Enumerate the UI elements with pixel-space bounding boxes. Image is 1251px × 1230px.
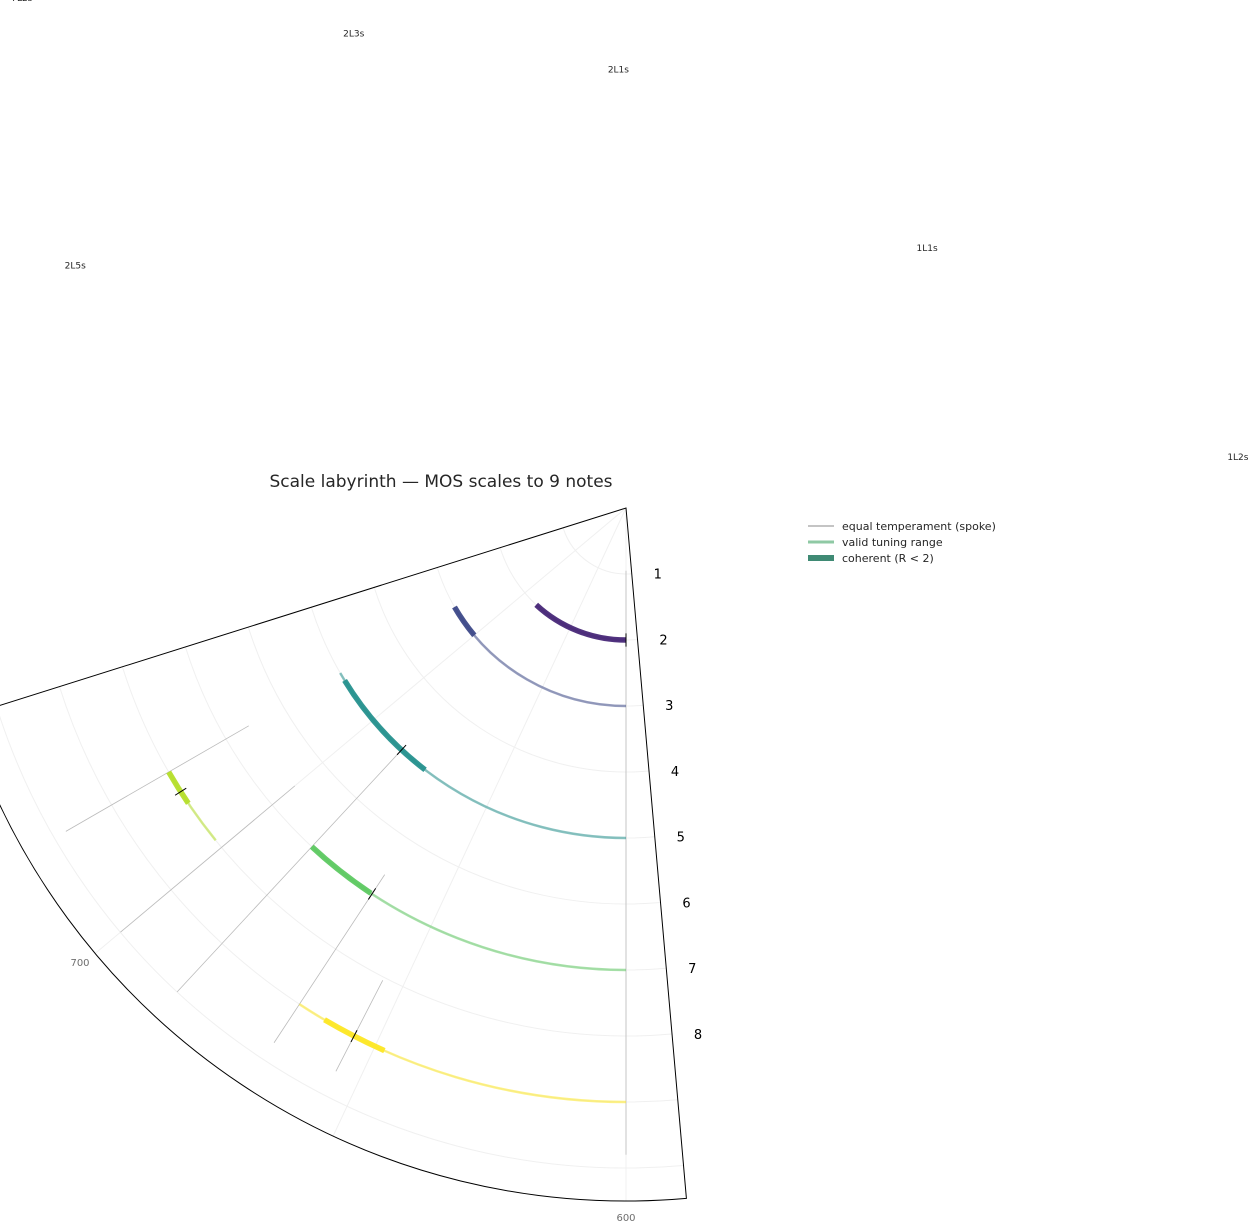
wedge-outline [0, 507, 687, 1202]
mos-label: 2L1s [608, 66, 629, 76]
grid-ring [247, 626, 661, 905]
grid-ring [562, 527, 632, 575]
et-marker [367, 888, 377, 900]
radial-tick-label: 7 [688, 962, 696, 977]
legend-label: equal temperament (spoke) [842, 520, 996, 533]
et-spoke [176, 749, 402, 993]
wedge-frame [0, 507, 687, 1202]
legend-label: coherent (R < 2) [842, 552, 934, 565]
tuning-range-arcs [166, 602, 627, 1104]
mos-label: 1L2s [1227, 453, 1248, 463]
radial-tick-label: 3 [665, 699, 673, 714]
grid-ring [373, 587, 650, 773]
legend: equal temperament (spoke) valid tuning ra… [808, 520, 996, 565]
radial-tick-label: 6 [682, 897, 690, 912]
angular-tick-label: 700 [70, 958, 89, 969]
angular-tick-label: 600 [616, 1213, 635, 1224]
grid-spoke [332, 507, 627, 1137]
grid-ring [121, 666, 673, 1037]
radial-tick-label: 1 [654, 568, 662, 583]
et-marker [174, 787, 187, 796]
tick-markers [174, 633, 627, 1043]
radial-tick-labels: 1 2 3 4 5 6 7 8 [654, 568, 702, 1043]
mos-label: 1L1s [917, 244, 938, 254]
et-spoke [120, 785, 296, 933]
radial-tick-label: 5 [677, 831, 685, 846]
angular-tick-labels: 600 700 [70, 958, 635, 1224]
et-spoke [65, 725, 249, 832]
coherent-range-arc [452, 605, 477, 638]
valid-range-arc [298, 1003, 627, 1104]
legend-label: valid tuning range [842, 536, 943, 549]
et-spoke [273, 874, 386, 1043]
valid-range-arc [339, 672, 627, 840]
radial-tick-label: 8 [694, 1028, 702, 1043]
radial-tick-label: 4 [671, 765, 679, 780]
radial-tick-label: 2 [659, 634, 667, 649]
valid-range-arc [310, 845, 627, 972]
coherent-range-arc [309, 844, 373, 896]
chart-title: Scale labyrinth — MOS scales to 9 notes [269, 472, 612, 492]
mos-label: 7L2s [11, 0, 32, 4]
coherent-range-arc [166, 770, 191, 805]
radial-grid [0, 507, 684, 1201]
et-spoke [335, 980, 384, 1072]
grid-ring [0, 715, 684, 1169]
coherent-range-arc [342, 678, 427, 772]
equal-temperament-spokes [65, 570, 627, 1155]
mos-label: 2L5s [65, 262, 86, 272]
et-marker [350, 1029, 358, 1043]
et-marker [396, 744, 407, 756]
coherent-range-arc [534, 602, 627, 643]
mos-label: 2L3s [343, 29, 364, 39]
grid-ring [184, 646, 667, 971]
